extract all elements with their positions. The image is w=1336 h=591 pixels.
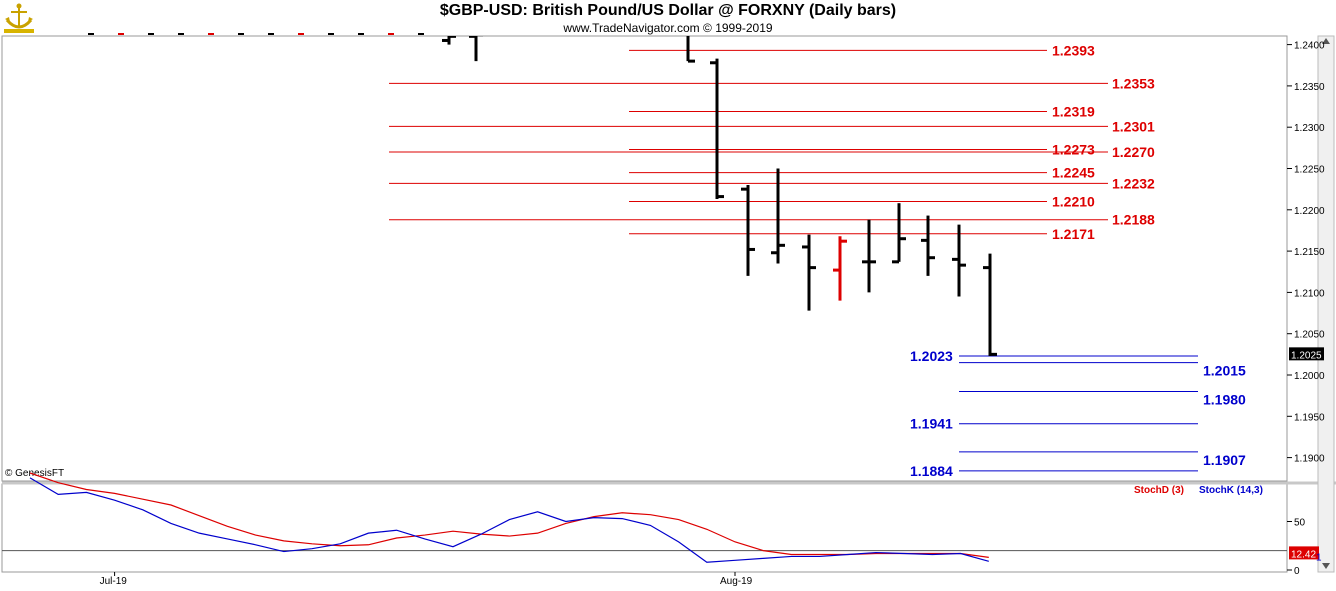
scrollbar-track[interactable] [1317,35,1335,573]
stoch-d-line [29,472,989,558]
stoch-k-line [29,477,989,563]
resistance-label: 1.2270 [1112,144,1155,160]
trade-navigator-logo-icon [4,3,34,33]
support-label: 1.1941 [910,416,953,432]
last-price-badge [1289,347,1324,361]
y-axis-tick-label: 1.2150 [1294,247,1325,258]
resistance-label: 1.2232 [1112,175,1155,191]
resistance-label: 1.2301 [1112,118,1155,134]
chart-subtitle: www.TradeNavigator.com © 1999-2019 [563,21,773,35]
stoch-y-tick-label: 50 [1294,518,1306,529]
y-axis-tick-label: 1.2350 [1294,82,1325,93]
last-price-label: 1.2025 [1291,350,1322,361]
stoch-last-value-suffix: 1 [1316,552,1322,563]
stoch-y-tick-label: 0 [1294,566,1300,577]
stoch-d-legend: StochD (3) [1134,485,1184,496]
stoch-last-value-badge [1289,546,1319,560]
chart-title: $GBP-USD: British Pound/US Dollar @ FORX… [439,2,897,19]
y-axis-tick-label: 1.1900 [1294,454,1325,465]
y-axis-tick-label: 1.2050 [1294,330,1325,341]
resistance-label: 1.2245 [1052,165,1095,181]
ohlc-bars [442,36,997,357]
price-pane-frame [1,35,1288,482]
resistance-label: 1.2210 [1052,194,1095,210]
x-axis-date-label: Jul-19 [100,576,128,587]
stoch-k-legend: StochK (14,3) [1199,485,1263,496]
support-label: 1.2023 [910,348,953,364]
resistance-label: 1.2273 [1052,142,1095,158]
y-axis-tick-label: 1.2100 [1294,288,1325,299]
support-label: 1.1980 [1203,392,1246,408]
x-axis-date-label: Aug-19 [720,576,753,587]
stoch-last-value-label: 12.42 [1291,549,1316,560]
support-label: 1.1907 [1203,452,1246,468]
y-axis-tick-label: 1.2400 [1294,41,1325,52]
resistance-label: 1.2188 [1112,212,1155,228]
support-label: 1.2015 [1203,363,1246,379]
resistance-label: 1.2393 [1052,42,1095,58]
stoch-pane-frame [1,483,1288,573]
y-axis-tick-label: 1.1950 [1294,412,1325,423]
resistance-label: 1.2171 [1052,226,1095,242]
y-axis-tick-label: 1.2250 [1294,165,1325,176]
support-label: 1.1884 [910,463,953,479]
copyright-label: © GenesisFT [5,468,65,479]
scroll-up-arrow-icon [1322,38,1330,44]
y-axis-tick-label: 1.2300 [1294,123,1325,134]
scroll-down-arrow-icon [1322,563,1330,569]
y-axis-tick-label: 1.2000 [1294,371,1325,382]
y-axis-tick-label: 1.2200 [1294,206,1325,217]
resistance-label: 1.2319 [1052,104,1095,120]
resistance-label: 1.2353 [1112,75,1155,91]
